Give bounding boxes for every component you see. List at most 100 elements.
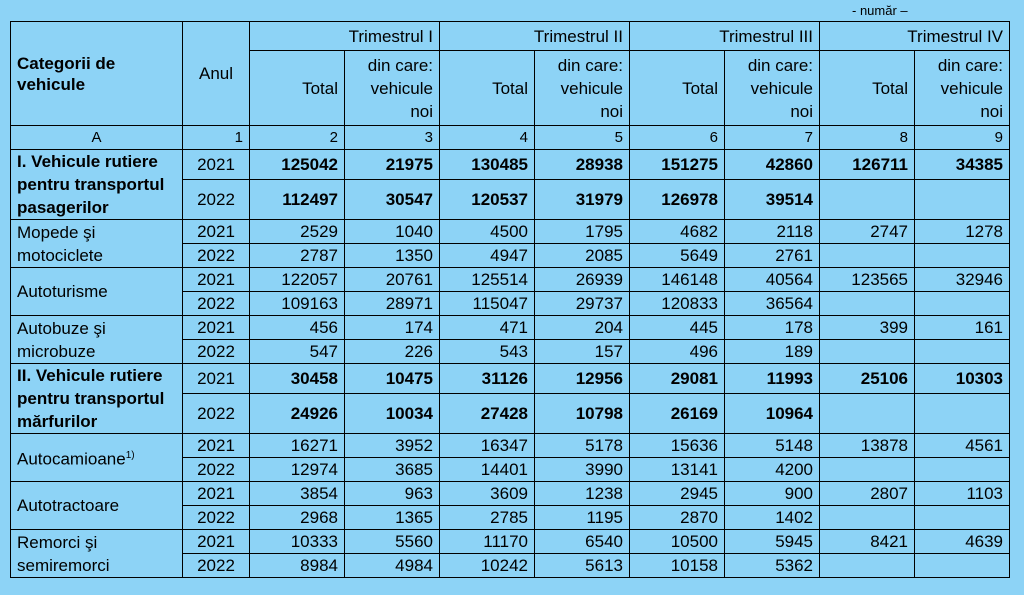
value-cell: 547: [249, 339, 345, 364]
value-cell: 130485: [439, 149, 535, 180]
value-cell: 146148: [629, 267, 725, 292]
value-cell: 26169: [629, 393, 725, 434]
column-number: 9: [914, 125, 1011, 150]
new-vehicles-header: din care: vehicule noi: [534, 50, 630, 126]
value-cell: 4984: [344, 553, 440, 578]
unit-note: - număr –: [852, 3, 908, 18]
value-cell: 5148: [723, 433, 821, 458]
column-number: 6: [629, 125, 725, 150]
value-cell: 14401: [439, 457, 535, 482]
table-row: 2022 2787 1350 4947 2085 5649 2761: [11, 243, 1011, 268]
value-cell: [914, 339, 1011, 364]
table-row: I. Vehicule rutiere pentru transportul p…: [10, 149, 1011, 220]
value-cell: 1365: [344, 505, 440, 530]
value-cell: 24926: [249, 393, 345, 434]
footnote-marker: 1): [125, 450, 135, 462]
value-cell: 1350: [344, 243, 440, 268]
value-cell: 2870: [629, 505, 725, 530]
value-cell: [819, 457, 916, 482]
year-cell: 2022: [182, 243, 250, 268]
value-cell: 120833: [629, 291, 725, 316]
value-cell: 27428: [439, 393, 535, 434]
category-label: Autobuze şi microbuze: [10, 315, 183, 364]
category-label: Autotractoare: [10, 481, 183, 530]
value-cell: 20761: [344, 267, 440, 292]
value-cell: 4500: [439, 219, 535, 244]
value-cell: 10964: [723, 393, 821, 434]
quarter-header: Trimestrul III: [628, 21, 821, 51]
table-row: Autobuze şi microbuze 2021 456 174 471 204 445…: [10, 315, 1011, 364]
total-header: Total: [629, 50, 725, 126]
value-cell: 4200: [723, 457, 821, 482]
value-cell: 29737: [534, 291, 630, 316]
value-cell: 900: [723, 481, 821, 506]
value-cell: 125514: [439, 267, 535, 292]
value-cell: 1195: [534, 505, 630, 530]
value-cell: 5362: [723, 553, 821, 578]
value-cell: 5560: [344, 529, 440, 554]
category-label: II. Vehicule rutiere pentru transportul …: [10, 363, 183, 434]
total-header: Total: [249, 50, 345, 126]
value-cell: 10242: [439, 553, 535, 578]
value-cell: 11170: [439, 529, 535, 554]
value-cell: [819, 291, 916, 316]
table-body: I. Vehicule rutiere pentru transportul p…: [10, 149, 1011, 578]
value-cell: 10034: [344, 393, 440, 434]
value-cell: 2787: [249, 243, 345, 268]
value-cell: 29081: [629, 363, 725, 394]
value-cell: 13878: [819, 433, 916, 458]
value-cell: 4947: [439, 243, 535, 268]
category-label: Autoturisme: [10, 267, 183, 316]
value-cell: 10333: [249, 529, 345, 554]
value-cell: 543: [439, 339, 535, 364]
value-cell: 4561: [914, 433, 1011, 458]
total-header: Total: [819, 50, 916, 126]
year-cell: 2022: [182, 393, 250, 434]
value-cell: 4682: [629, 219, 725, 244]
value-cell: 39514: [723, 179, 821, 220]
value-cell: 12956: [534, 363, 630, 394]
table-header: Categorii de vehicule Anul Trimestrul I …: [10, 21, 1011, 150]
value-cell: 151275: [629, 149, 725, 180]
table-row: II. Vehicule rutiere pentru transportul …: [10, 363, 1011, 434]
value-cell: [914, 291, 1011, 316]
category-text: Autoturisme: [17, 282, 108, 301]
year-cell: 2022: [182, 505, 250, 530]
value-cell: [819, 505, 916, 530]
category-label: Remorci şi semiremorci: [10, 529, 183, 578]
value-cell: 122057: [249, 267, 345, 292]
value-cell: 16347: [439, 433, 535, 458]
value-cell: 456: [249, 315, 345, 340]
year-cell: 2021: [182, 219, 250, 244]
value-cell: 2807: [819, 481, 916, 506]
value-cell: [819, 393, 916, 434]
value-cell: 161: [914, 315, 1011, 340]
value-cell: 189: [723, 339, 821, 364]
year-cell: 2022: [182, 457, 250, 482]
value-cell: 34385: [914, 149, 1011, 180]
value-cell: 5613: [534, 553, 630, 578]
value-cell: 2968: [249, 505, 345, 530]
value-cell: [914, 243, 1011, 268]
value-cell: [819, 553, 916, 578]
value-cell: 28971: [344, 291, 440, 316]
value-cell: 1402: [723, 505, 821, 530]
year-cell: 2022: [182, 179, 250, 220]
value-cell: 1278: [914, 219, 1011, 244]
category-header: Categorii de vehicule: [10, 21, 183, 126]
column-number: A: [10, 125, 183, 150]
value-cell: 10475: [344, 363, 440, 394]
category-text: Autobuze şi microbuze: [17, 318, 106, 361]
value-cell: [914, 457, 1011, 482]
value-cell: 2945: [629, 481, 725, 506]
year-cell: 2021: [182, 149, 250, 180]
year-cell: 2021: [182, 529, 250, 554]
value-cell: 26939: [534, 267, 630, 292]
value-cell: 36564: [723, 291, 821, 316]
value-cell: 10303: [914, 363, 1011, 394]
value-cell: 3685: [344, 457, 440, 482]
value-cell: 42860: [723, 149, 821, 180]
value-cell: 31126: [439, 363, 535, 394]
year-header: Anul: [182, 21, 250, 126]
value-cell: 1795: [534, 219, 630, 244]
